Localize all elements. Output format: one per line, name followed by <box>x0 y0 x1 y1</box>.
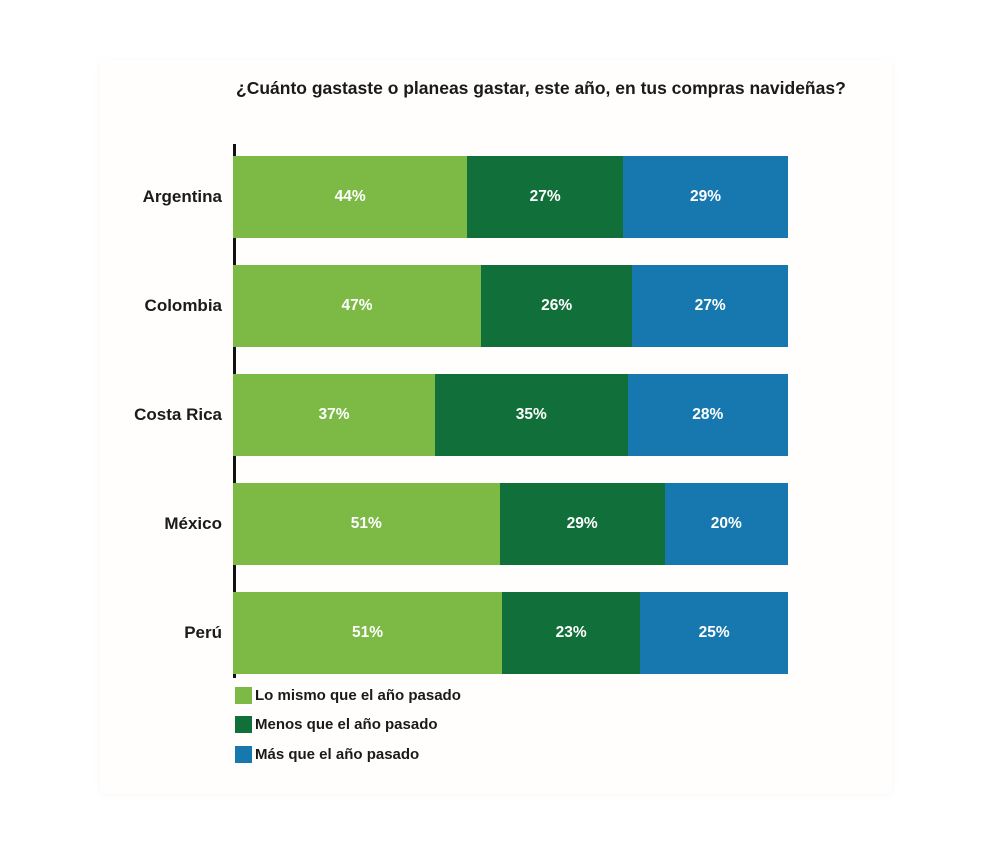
legend-swatch <box>235 745 252 763</box>
chart-row: Costa Rica 37% 35% 28% <box>134 374 788 456</box>
bar-segment: 35% <box>434 374 628 456</box>
segment-value-label: 27% <box>529 188 561 205</box>
chart-row: México 51% 29% 20% <box>164 483 788 565</box>
legend-item: Menos que el año pasado <box>235 716 461 734</box>
bar-segment: 28% <box>627 374 788 456</box>
category-label: Argentina <box>142 187 222 206</box>
legend-label: Menos que el año pasado <box>255 716 438 733</box>
bar-chart-plot-area: Argentina 44% 27% 29% Colombia 47% 26% 27% Costa… <box>134 144 788 678</box>
segment-value-label: 37% <box>318 406 350 423</box>
segment-value-label: 20% <box>710 515 742 532</box>
chart-title: ¿Cuánto gastaste o planeas gastar, este … <box>236 78 846 98</box>
bar-segment: 25% <box>640 592 788 674</box>
stacked-bar: 37% 35% 28% <box>233 374 788 456</box>
segment-value-label: 25% <box>698 624 730 641</box>
segment-value-label: 47% <box>341 297 373 314</box>
bar-segment: 20% <box>664 483 788 565</box>
segment-value-label: 51% <box>351 624 383 641</box>
segment-value-label: 26% <box>541 297 573 314</box>
legend-swatch <box>235 716 252 733</box>
chart-card: ¿Cuánto gastaste o planeas gastar, este … <box>100 60 892 793</box>
bar-segment: 47% <box>233 265 482 347</box>
bar-segment: 37% <box>233 374 435 456</box>
legend-label: Más que el año pasado <box>255 745 420 763</box>
chart-legend: Lo mismo que el año pasado Menos que el a… <box>235 686 461 775</box>
chart-row: Perú 51% 23% 25% <box>184 592 788 674</box>
stacked-bar: 51% 23% 25% <box>233 592 788 674</box>
segment-value-label: 35% <box>515 406 547 423</box>
chart-row: Argentina 44% 27% 29% <box>143 156 788 238</box>
chart-row: Colombia 47% 26% 27% <box>145 265 788 347</box>
segment-value-label: 29% <box>689 188 722 205</box>
bar-segment: 26% <box>481 265 633 347</box>
category-label: México <box>164 514 222 533</box>
stacked-bar: 51% 29% 20% <box>233 483 788 565</box>
bar-segment: 44% <box>233 156 468 238</box>
bar-segment: 23% <box>501 592 641 674</box>
segment-value-label: 51% <box>350 515 382 532</box>
segment-value-label: 28% <box>692 406 724 423</box>
segment-value-label: 27% <box>694 297 726 314</box>
legend-item: Lo mismo que el año pasado <box>235 686 461 704</box>
bar-segment: 51% <box>233 592 502 674</box>
category-label: Perú <box>184 623 222 642</box>
segment-value-label: 23% <box>555 624 587 641</box>
legend-swatch <box>235 686 252 704</box>
stacked-bar: 44% 27% 29% <box>233 156 788 238</box>
legend-label: Lo mismo que el año pasado <box>255 686 461 704</box>
category-label: Costa Rica <box>134 405 222 424</box>
legend-item: Más que el año pasado <box>235 745 461 763</box>
bar-segment: 27% <box>632 265 788 347</box>
bar-segment: 51% <box>233 483 500 565</box>
stacked-bar: 47% 26% 27% <box>233 265 788 347</box>
segment-value-label: 44% <box>334 188 366 205</box>
bar-segment: 27% <box>467 156 624 238</box>
segment-value-label: 29% <box>566 515 598 532</box>
bar-segment: 29% <box>499 483 665 565</box>
category-label: Colombia <box>144 296 222 315</box>
bar-segment: 29% <box>623 156 788 238</box>
